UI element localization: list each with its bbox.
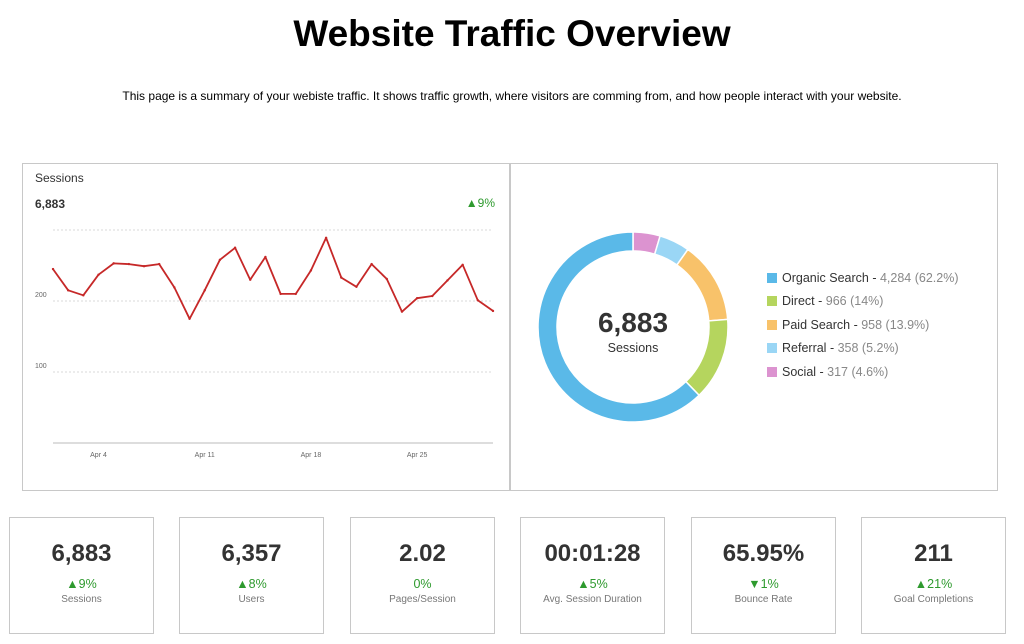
sessions-data-point — [127, 262, 131, 266]
kpi-change: ▲21% — [914, 577, 953, 591]
sessions-data-point — [294, 292, 297, 296]
kpi-label: Pages/Session — [389, 594, 456, 605]
chart-metric-value: 6,883 — [35, 197, 66, 211]
sessions-data-point — [158, 262, 161, 266]
chart-metric-change: ▲9% — [465, 196, 495, 210]
legend-value: 958 (13.9%) — [861, 317, 930, 332]
kpi-card-sessions: 6,883 ▲9% Sessions — [9, 517, 154, 634]
sessions-data-point — [340, 276, 343, 279]
sessions-line-chart: 200 100 Apr 4 Apr 11 Apr 18 Apr 25 — [35, 229, 495, 459]
legend-value: 4,284 (62.2%) — [879, 270, 959, 285]
legend-swatch — [767, 319, 777, 330]
legend-item-paid-search: Paid Search - 958 (13.9%) — [767, 313, 959, 337]
legend-separator: - — [868, 270, 880, 285]
sessions-data-point — [66, 289, 70, 292]
sessions-data-point — [264, 255, 267, 259]
kpi-label: Bounce Rate — [734, 594, 793, 605]
x-tick-label: Apr 18 — [301, 452, 322, 459]
legend-swatch — [767, 272, 777, 283]
sessions-data-point — [97, 273, 100, 276]
page-title: Website Traffic Overview — [293, 13, 731, 54]
sessions-data-point — [173, 286, 176, 289]
sessions-data-point — [461, 263, 464, 266]
legend-swatch — [767, 366, 777, 377]
sessions-data-point — [188, 317, 191, 320]
kpi-card-avg-session-duration: 00:01:28 ▲5% Avg. Session Duration — [520, 517, 665, 634]
legend-separator: - — [850, 317, 862, 332]
legend-label: Referral — [782, 341, 827, 356]
y-tick-label: 100 — [35, 363, 47, 370]
kpi-card-goal-completions: 211 ▲21% Goal Completions — [861, 517, 1006, 634]
sessions-data-point — [446, 279, 449, 282]
kpi-change: ▲9% — [66, 577, 97, 591]
kpi-value: 6,357 — [221, 540, 282, 567]
kpi-value: 6,883 — [51, 540, 112, 567]
sessions-data-point — [203, 289, 206, 292]
legend-separator: - — [814, 294, 826, 309]
page-subtitle: This page is a summary of your webiste t… — [122, 89, 902, 103]
sessions-data-point — [218, 258, 222, 262]
chart-metric-label: Sessions — [35, 171, 84, 185]
kpi-label: Users — [238, 594, 265, 605]
legend-label: Paid Search — [782, 317, 851, 332]
legend-value: 358 (5.2%) — [837, 341, 899, 356]
kpi-value: 2.02 — [399, 540, 446, 567]
sessions-data-point — [112, 262, 115, 265]
legend-item-direct: Direct - 966 (14%) — [767, 290, 959, 314]
sessions-data-point — [142, 265, 146, 268]
sessions-data-point — [279, 292, 282, 296]
sessions-data-point — [491, 309, 495, 313]
sessions-data-point — [400, 310, 404, 313]
kpi-value: 211 — [914, 540, 953, 567]
y-tick-label: 200 — [35, 292, 47, 299]
traffic-sources-donut-chart — [537, 231, 729, 423]
kpi-card-pages-session: 2.02 0% Pages/Session — [350, 517, 495, 634]
donut-center-label: Sessions — [607, 341, 659, 355]
sessions-data-point — [476, 299, 480, 302]
kpi-change: ▼1% — [748, 577, 779, 591]
x-tick-label: Apr 25 — [407, 452, 428, 459]
sessions-data-point — [385, 277, 388, 281]
legend-label: Organic Search — [782, 270, 869, 285]
donut-center-value: 6,883 — [597, 307, 669, 338]
kpi-card-bounce-rate: 65.95% ▼1% Bounce Rate — [691, 517, 836, 634]
legend-swatch — [767, 296, 777, 307]
sessions-data-point — [415, 296, 419, 300]
sessions-series-line — [52, 236, 494, 320]
sessions-data-point — [309, 269, 313, 272]
legend-item-social: Social - 317 (4.6%) — [767, 360, 959, 384]
sessions-data-point — [355, 285, 358, 288]
kpi-label: Sessions — [61, 594, 102, 605]
sessions-data-point — [249, 278, 252, 281]
kpi-value: 65.95% — [722, 540, 805, 567]
sessions-line-chart-panel: 200 100 Apr 4 Apr 11 Apr 18 Apr 25 Sessions 6… — [22, 163, 510, 491]
sessions-data-point — [370, 262, 373, 266]
donut-legend: Organic Search - 4,284 (62.2%) Direct - 9… — [767, 266, 959, 384]
kpi-change: 0% — [413, 577, 432, 591]
kpi-label: Goal Completions — [893, 594, 974, 605]
kpi-change: ▲5% — [577, 577, 608, 591]
sessions-data-point — [233, 246, 237, 249]
legend-value: 317 (4.6%) — [827, 364, 889, 379]
donut-slice-organic-search — [537, 231, 701, 423]
legend-label: Direct — [782, 294, 815, 309]
legend-value: 966 (14%) — [825, 294, 884, 309]
sessions-data-point — [431, 294, 434, 298]
legend-item-organic-search: Organic Search - 4,284 (62.2%) — [767, 266, 959, 290]
x-tick-label: Apr 4 — [90, 452, 107, 459]
sessions-data-point — [324, 236, 328, 240]
kpi-label: Avg. Session Duration — [543, 594, 642, 605]
kpi-card-users: 6,357 ▲8% Users — [179, 517, 324, 634]
sessions-data-point — [82, 294, 85, 297]
legend-label: Social — [782, 364, 817, 379]
legend-item-referral: Referral - 358 (5.2%) — [767, 337, 959, 361]
legend-swatch — [767, 343, 777, 354]
x-tick-label: Apr 11 — [195, 452, 215, 459]
kpi-value: 00:01:28 — [544, 540, 641, 567]
legend-separator: - — [816, 364, 828, 379]
kpi-change: ▲8% — [236, 577, 267, 591]
legend-separator: - — [826, 341, 838, 356]
sessions-data-point — [51, 267, 55, 271]
traffic-sources-donut-panel: 6,883 Sessions Organic Search - 4,284 (6… — [510, 163, 998, 491]
